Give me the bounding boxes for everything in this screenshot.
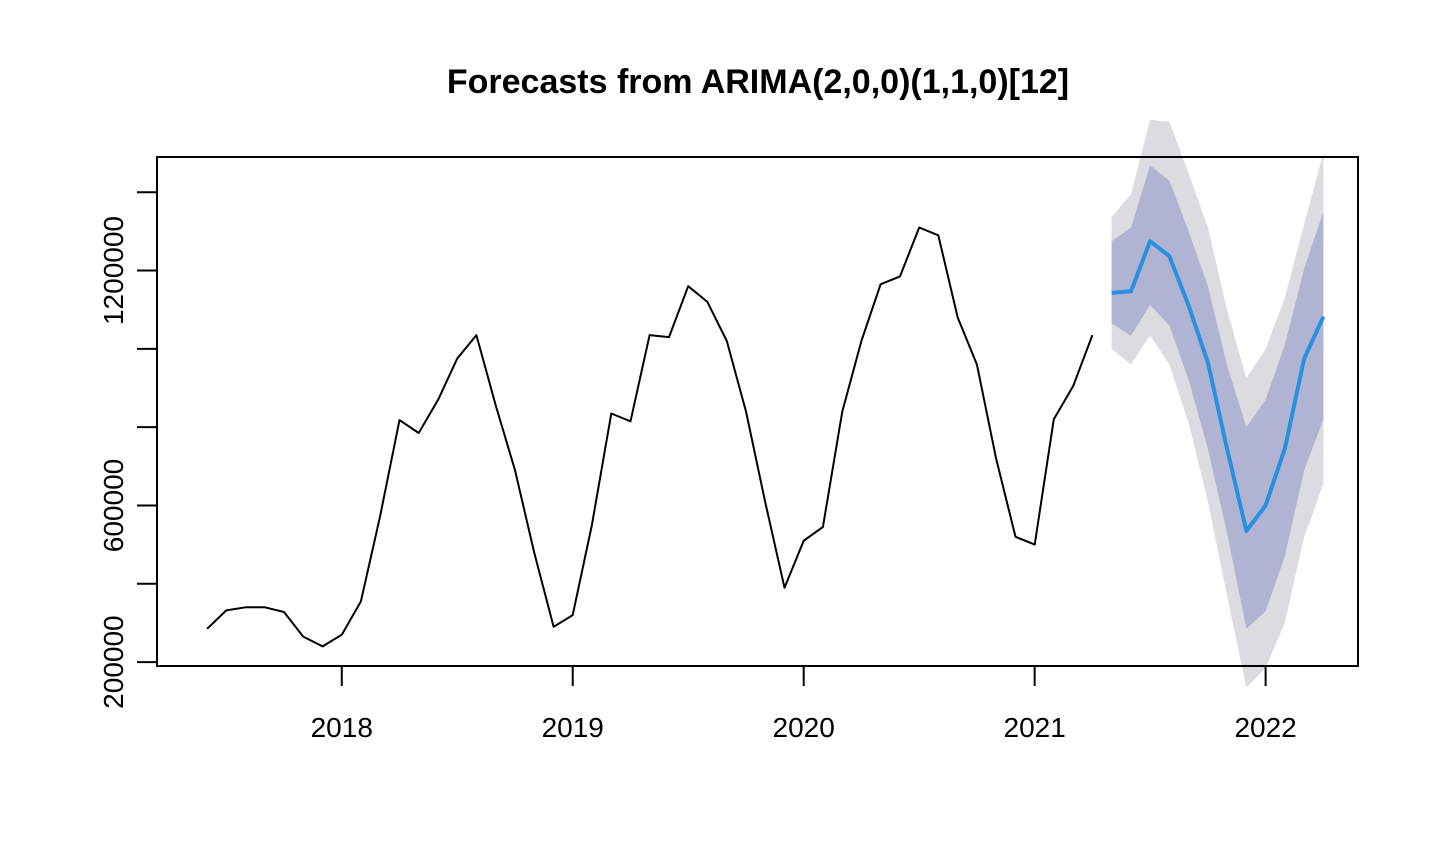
x-tick-label: 2020 — [773, 712, 835, 743]
x-tick-label: 2019 — [542, 712, 604, 743]
y-tick-label: 1200000 — [98, 216, 129, 325]
x-tick-label: 2018 — [311, 712, 373, 743]
y-tick-label: 200000 — [98, 615, 129, 708]
plot-area — [206, 119, 1326, 688]
x-axis: 2018 2019 2020 2021 2022 — [311, 665, 1297, 743]
chart-title: Forecasts from ARIMA(2,0,0)(1,1,0)[12] — [447, 63, 1069, 101]
series-forecast-line — [1111, 239, 1326, 533]
x-tick-label: 2021 — [1004, 712, 1066, 743]
series-history-line — [206, 226, 1094, 648]
y-axis: 200000 600000 1200000 — [98, 191, 158, 709]
x-tick-label: 2022 — [1234, 712, 1296, 743]
y-tick-label: 600000 — [98, 459, 129, 552]
